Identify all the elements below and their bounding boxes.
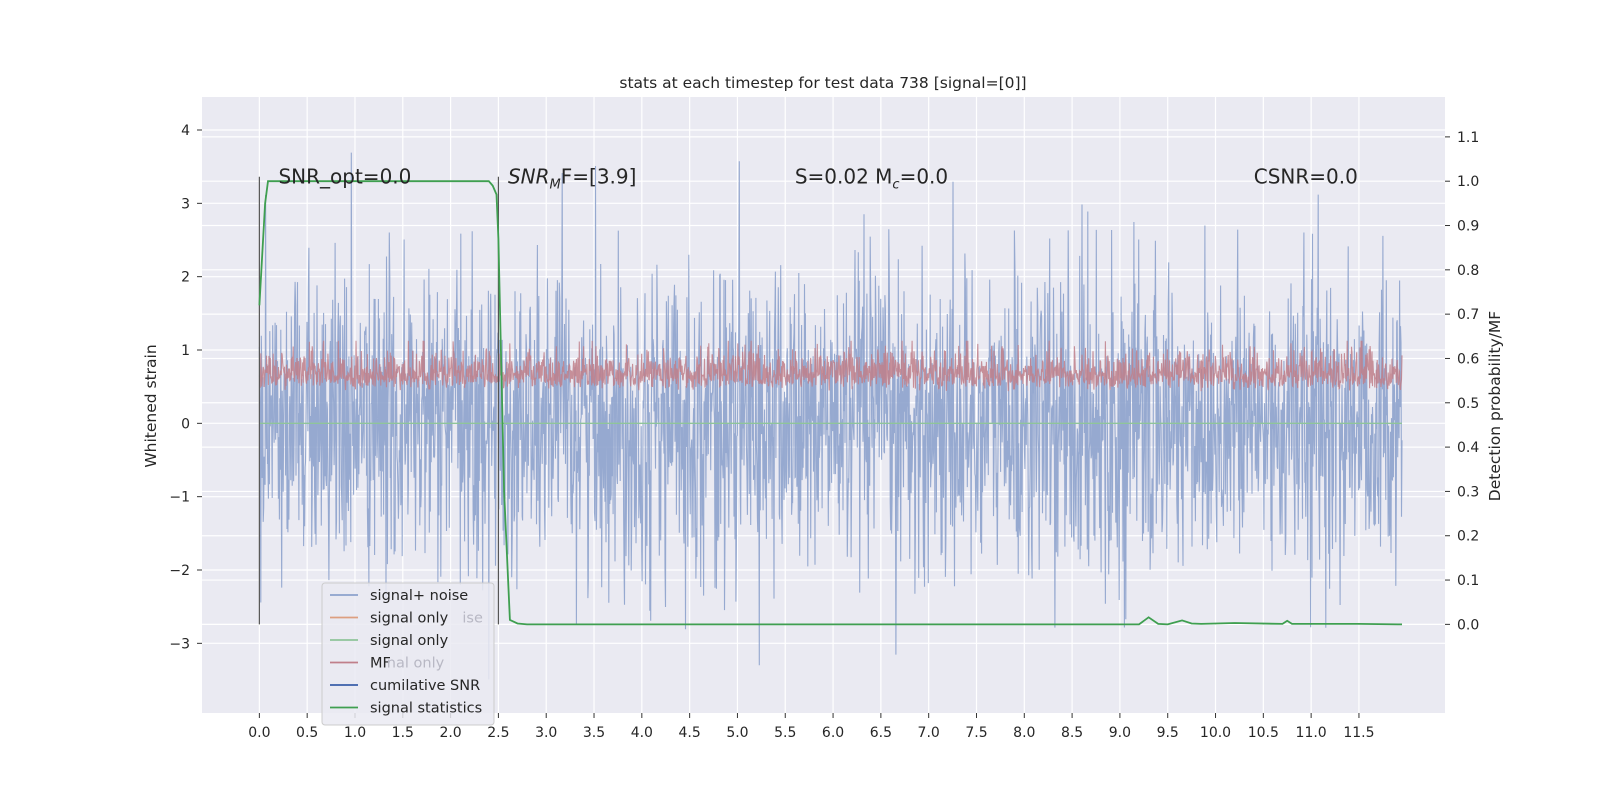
chart-title: stats at each timestep for test data 738… [619,74,1026,92]
y2-tick-label: 0.0 [1457,617,1479,633]
x-tick-label: 9.0 [1109,725,1131,741]
y2-tick-label: 0.9 [1457,219,1479,235]
legend-label: signal only [370,611,449,627]
annotation-snr_opt: SNR_opt=0.0 [278,165,411,189]
x-tick-label: 4.5 [679,725,701,741]
x-tick-label: 10.5 [1248,725,1279,741]
y2-tick-label: 0.4 [1457,440,1479,456]
x-tick-label: 6.0 [822,725,844,741]
y-tick-label: 1 [181,343,190,359]
legend-ghost-text: nal only [387,656,445,672]
annotation-snr_mf: SNRMF=[3.9] [508,165,636,193]
y2-tick-label: 0.7 [1457,307,1479,323]
legend-label: signal+ noise [370,588,468,604]
y-tick-label: 2 [181,270,190,286]
y2-tick-label: 0.5 [1457,396,1479,412]
y-tick-label: −2 [169,563,190,579]
legend-box [321,582,495,726]
y-tick-label: 4 [181,123,190,139]
y2-tick-label: 0.6 [1457,351,1479,367]
data-layer [258,152,1403,680]
y-tick-label: −3 [169,636,190,652]
x-tick-label: 6.5 [870,725,892,741]
x-tick-label: 7.0 [918,725,940,741]
x-tick-label: 5.0 [726,725,748,741]
y2-tick-label: 0.8 [1457,263,1479,279]
x-tick-label: 2.5 [487,725,509,741]
y2-tick-label: 0.1 [1457,573,1479,589]
x-tick-label: 7.5 [965,725,987,741]
annotation-layer: SNR_opt=0.0 SNRMF=[3.9] S=0.02 Mc=0.0 CSNR=… [278,165,1357,193]
x-tick-label: 8.5 [1061,725,1083,741]
legend-label: signal only [370,633,449,649]
annotation-s_mc: S=0.02 Mc=0.0 [795,165,948,193]
x-tick-label: 1.5 [392,725,414,741]
y2-tick-label: 1.1 [1457,130,1479,146]
x-tick-label: 0.5 [296,725,318,741]
x-tick-label: 8.0 [1013,725,1035,741]
legend-label: signal statistics [370,701,482,717]
x-tick-label: 10.0 [1200,725,1231,741]
x-tick-label: 11.0 [1296,725,1327,741]
y-axis-label: Whitened strain [142,344,160,467]
y-tick-label: 3 [181,196,190,212]
axis-layer: 0.0 0.5 1.0 1.5 2.0 2.5 3.0 3.5 4.0 4.5 5.0 5.5 6.0 6… [169,123,1479,741]
y2-axis-label: Detection probability/MF [1486,311,1504,502]
y-tick-label: −1 [169,490,190,506]
x-tick-label: 2.0 [439,725,461,741]
y2-tick-label: 1.0 [1457,174,1479,190]
y2-tick-label: 0.3 [1457,484,1479,500]
x-tick-label: 1.0 [344,725,366,741]
series-signal-statistics [258,180,1403,626]
x-tick-label: 5.5 [774,725,796,741]
series-signal-noise [258,152,1403,680]
x-tick-label: 9.5 [1157,725,1179,741]
legend: signal+ noise signal only ise signal only MF… [321,582,495,726]
legend-label: cumilative SNR [370,678,480,694]
x-tick-label: 11.5 [1343,725,1374,741]
y2-tick-label: 0.2 [1457,529,1479,545]
x-tick-label: 4.0 [631,725,653,741]
x-tick-label: 3.0 [535,725,557,741]
annotation-csnr: CSNR=0.0 [1254,165,1358,189]
x-tick-label: 3.5 [583,725,605,741]
legend-ghost-text: ise [462,611,483,627]
series-mf [258,340,1403,392]
x-tick-label: 0.0 [248,725,270,741]
legend-label: MF [370,656,391,672]
y-tick-label: 0 [181,416,190,432]
